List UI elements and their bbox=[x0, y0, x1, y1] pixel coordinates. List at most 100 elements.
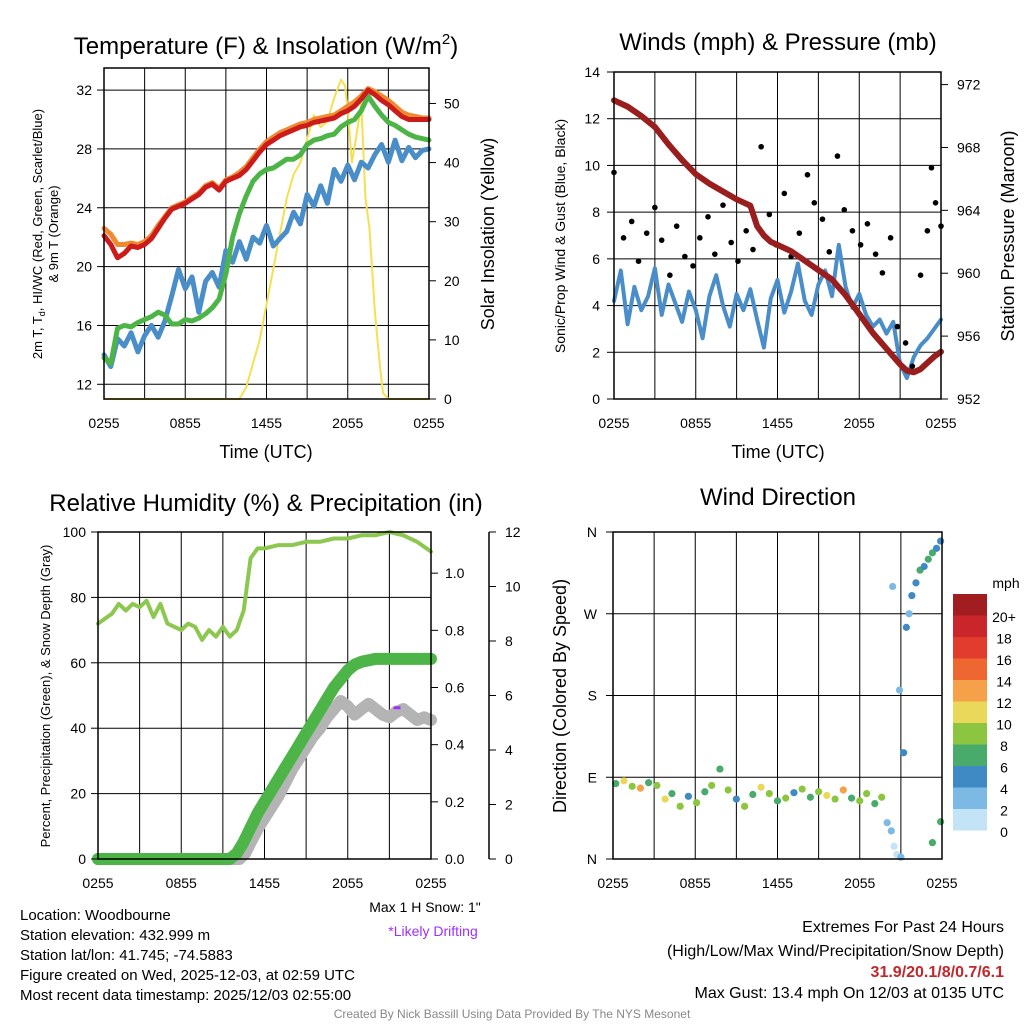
wind-direction-point bbox=[620, 777, 628, 785]
humidity-plot-frame bbox=[97, 531, 432, 860]
y-tick-label: 20 bbox=[70, 786, 86, 802]
wind-speed-line bbox=[612, 242, 943, 380]
wind-direction-ylabel: Direction (Colored By Speed) bbox=[550, 579, 570, 813]
gust-point bbox=[705, 214, 711, 220]
wind-direction-point bbox=[924, 555, 932, 563]
wind-direction-points bbox=[612, 537, 945, 861]
y-right-tick-label: 0.6 bbox=[445, 679, 465, 695]
wind-chill-line bbox=[101, 137, 432, 370]
y-tick-label: 0 bbox=[592, 391, 600, 407]
x-tick-label: 0855 bbox=[166, 875, 197, 891]
colorbar-label: 18 bbox=[996, 630, 1012, 646]
x-tick-label: 1455 bbox=[249, 875, 280, 891]
wind-direction-point bbox=[900, 749, 908, 757]
wind-direction-point bbox=[612, 780, 620, 788]
y-tick-label: 32 bbox=[76, 82, 92, 98]
gust-point bbox=[841, 207, 848, 213]
y-tick-label: 24 bbox=[76, 200, 92, 216]
colorbar-swatch bbox=[953, 658, 987, 680]
y-right-tick-label: 964 bbox=[957, 202, 981, 218]
gust-point bbox=[804, 171, 811, 178]
colorbar-swatch bbox=[953, 701, 987, 723]
wind-direction-point bbox=[684, 792, 692, 800]
y-tick-label: N bbox=[587, 524, 597, 540]
temperature-xlabel: Time (UTC) bbox=[219, 442, 312, 462]
y-right-tick-label: 0 bbox=[444, 391, 452, 407]
y-tick-label: 28 bbox=[76, 141, 92, 157]
wind-direction-point bbox=[878, 793, 886, 801]
colorbar-swatch bbox=[953, 766, 987, 788]
gust-point bbox=[796, 230, 803, 236]
humidity-series bbox=[92, 530, 437, 865]
temperature-ylabel-left: 2m T, Td, HI/WC (Red, Green, Scarlet/Blu… bbox=[30, 109, 47, 359]
x-tick-label: 1455 bbox=[251, 415, 282, 431]
x-tick-label: 2055 bbox=[332, 415, 363, 431]
gust-point bbox=[924, 228, 931, 234]
y-tick-label: W bbox=[584, 606, 598, 622]
x-tick-label: 0255 bbox=[82, 875, 113, 891]
y-right-tick-label: 972 bbox=[957, 77, 981, 93]
wind-direction-point bbox=[757, 783, 765, 791]
gust-point bbox=[628, 218, 635, 225]
gust-point bbox=[811, 200, 818, 206]
x-tick-label: 0255 bbox=[925, 415, 956, 431]
colorbar-label: 6 bbox=[1000, 759, 1008, 775]
gust-point bbox=[652, 204, 658, 211]
wind-direction-point bbox=[749, 790, 757, 799]
gust-point bbox=[712, 251, 718, 257]
colorbar-label: 0 bbox=[1000, 824, 1008, 840]
gust-point bbox=[781, 190, 788, 197]
wind-direction-point bbox=[773, 797, 782, 805]
wind-direction-point bbox=[701, 788, 709, 796]
x-tick-label: 2055 bbox=[332, 875, 363, 891]
wind-direction-point bbox=[661, 795, 669, 803]
colorbar-swatch bbox=[953, 744, 987, 766]
max-snow-note: Max 1 H Snow: 1" bbox=[369, 899, 481, 915]
y-right-tick-label: 40 bbox=[444, 155, 460, 171]
humidity-axes: 0 20 40 60 80 100 0.0 0.2 0.4 0.6 0.8 1.0 0 2 4 6 8 10 12 0… bbox=[63, 524, 521, 891]
credit-line: Created By Nick Bassill Using Data Provi… bbox=[333, 1007, 691, 1021]
station-latlon: Station lat/lon: 41.745; -74.5883 bbox=[20, 947, 233, 964]
relative-humidity-line bbox=[96, 530, 433, 642]
y-tick-label: 100 bbox=[63, 524, 87, 540]
colorbar-swatch bbox=[953, 787, 987, 809]
wind-direction-point bbox=[905, 610, 913, 618]
gust-point bbox=[735, 258, 741, 264]
wind-direction-point bbox=[693, 799, 701, 807]
wind-direction-point bbox=[920, 562, 928, 571]
precipitation-line bbox=[92, 652, 437, 865]
gust-point bbox=[826, 249, 833, 255]
colorbar-label: 8 bbox=[1000, 738, 1008, 754]
x-tick-label: 2055 bbox=[844, 415, 875, 431]
colorbar-label: 20+ bbox=[992, 609, 1016, 625]
winds-ylabel-right: Station Pressure (Maroon) bbox=[998, 130, 1018, 341]
winds-xlabel: Time (UTC) bbox=[731, 442, 824, 462]
gust-point bbox=[766, 211, 773, 218]
wind-direction-point bbox=[847, 794, 856, 802]
wind-direction-point bbox=[912, 579, 920, 587]
y-tick-label: 40 bbox=[70, 720, 86, 736]
colorbar-label: 12 bbox=[996, 695, 1012, 711]
y-right-tick-label: 952 bbox=[957, 391, 981, 407]
wind-direction-point bbox=[765, 790, 773, 798]
winds-axes: 0 2 4 6 8 10 12 14 952 956 960 964 968 972 0255 0855 145… bbox=[584, 64, 980, 431]
y-right-tick-label: 1.0 bbox=[445, 565, 465, 581]
humidity-panel: Relative Humidity (%) & Precipitation (i… bbox=[38, 490, 521, 891]
x-tick-label: 1455 bbox=[762, 875, 793, 891]
winds-ylabel-left: Sonic/Prop Wind & Gust (Blue, Black) bbox=[552, 119, 568, 353]
gust-point bbox=[879, 270, 886, 276]
wind-direction-point bbox=[928, 839, 937, 847]
drifting-note: *Likely Drifting bbox=[388, 923, 477, 939]
y-tick-label: 8 bbox=[592, 204, 600, 220]
y-tick-label: 16 bbox=[76, 317, 92, 333]
colorbar-label: 14 bbox=[996, 673, 1012, 689]
gust-point bbox=[682, 253, 688, 260]
x-tick-label: 0855 bbox=[170, 415, 201, 431]
pressure-line bbox=[611, 97, 944, 376]
extremes-heading: Extremes For Past 24 Hours bbox=[802, 919, 1004, 936]
gust-point bbox=[728, 239, 734, 246]
y-tick-label: 14 bbox=[584, 64, 600, 80]
gust-point bbox=[673, 223, 680, 229]
gust-point bbox=[872, 251, 879, 257]
